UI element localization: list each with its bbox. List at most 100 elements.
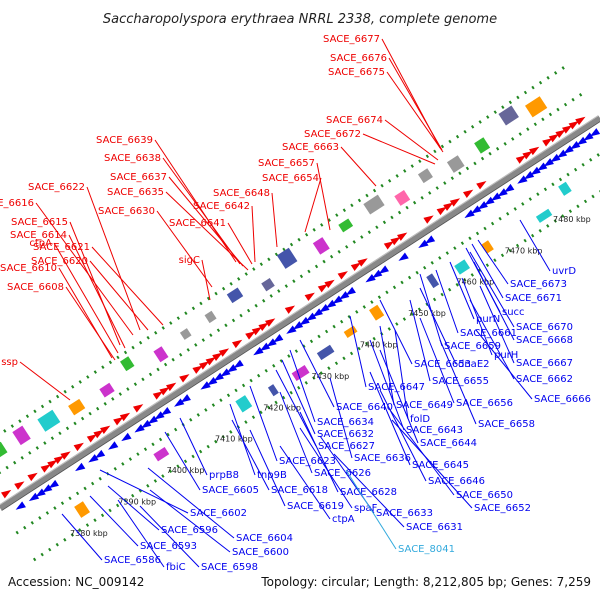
reverse-gene-label: SACE_6646	[379, 389, 485, 487]
svg-text:SACE_6600: SACE_6600	[232, 547, 289, 558]
forward-gene-arrow	[443, 202, 454, 211]
feature-block	[267, 384, 279, 397]
reverse-gene-label: SACE_6604	[147, 467, 293, 544]
reverse-gene-arrow	[339, 291, 350, 300]
forward-gene-arrow	[542, 138, 553, 147]
forward-gene-label: sigC	[179, 255, 211, 301]
reverse-gene-arrow	[523, 171, 535, 180]
feature-block	[0, 441, 8, 462]
svg-text:SACE_6638: SACE_6638	[104, 153, 161, 164]
reverse-gene-label: prpB8	[179, 417, 239, 481]
reverse-gene-arrow	[292, 321, 304, 330]
svg-text:SACE_6667: SACE_6667	[516, 358, 573, 369]
feature-block	[535, 208, 553, 223]
forward-gene-arrow	[218, 348, 230, 357]
feature-block	[261, 277, 275, 292]
reverse-gene-arrow	[589, 128, 600, 137]
forward-gene-label: SACE_6608	[7, 282, 116, 361]
kbp-tick-label: 7400 kbp	[167, 466, 205, 475]
feature-block	[558, 181, 572, 196]
forward-gene-label: SACE_6635	[107, 187, 249, 271]
reverse-gene-label: SACE_6605	[164, 431, 259, 496]
svg-text:SACE_6672: SACE_6672	[304, 129, 361, 140]
reverse-gene-label: SACE_6636	[329, 377, 411, 464]
feature-block	[74, 501, 91, 518]
svg-text:SACE_6630: SACE_6630	[98, 206, 155, 217]
feature-block	[99, 382, 115, 398]
svg-text:SACE_6642: SACE_6642	[193, 201, 250, 212]
forward-gene-label: SACE_6676	[330, 53, 443, 151]
feature-block	[120, 356, 135, 372]
forward-gene-arrow	[462, 189, 474, 199]
forward-gene-label: SACE_6674	[326, 115, 439, 161]
reverse-gene-label: SACE_6659	[419, 273, 501, 352]
feature-block	[153, 346, 169, 363]
forward-gene-arrow	[47, 459, 58, 469]
reverse-gene-arrow	[88, 454, 99, 463]
gene-labels: SACE_6677 SACE_6676 SACE_6675 SACE_6674 SACE…	[0, 34, 591, 573]
forward-gene-label: SACE_6675	[328, 67, 444, 153]
svg-text:SACE_6652: SACE_6652	[474, 503, 531, 514]
reverse-gene-label: SACE_6647	[349, 315, 425, 393]
forward-gene-arrow	[53, 455, 65, 464]
feature-block	[153, 446, 170, 462]
svg-text:SACE_6662: SACE_6662	[516, 374, 573, 385]
genome-backbone	[0, 115, 600, 511]
svg-text:prpB8: prpB8	[209, 470, 239, 481]
svg-text:SACE_6670: SACE_6670	[516, 322, 573, 333]
svg-text:SACE_6650: SACE_6650	[456, 490, 513, 501]
kbp-tick-label: 7440 kbp	[360, 340, 398, 349]
reverse-gene-arrow	[583, 132, 594, 141]
svg-text:SACE_6656: SACE_6656	[456, 398, 513, 409]
forward-gene-label: SACE_6672	[304, 129, 436, 165]
reverse-gene-label: SACE_6596	[107, 485, 218, 536]
svg-text:SACE_6636: SACE_6636	[354, 453, 411, 464]
reverse-gene-arrow	[147, 415, 158, 424]
svg-text:SACE_6635: SACE_6635	[107, 187, 164, 198]
reverse-gene-label: fbiC	[117, 499, 186, 573]
reverse-gene-label: SACE_6602	[99, 469, 247, 519]
svg-text:SACE_6671: SACE_6671	[505, 293, 562, 304]
svg-text:SACE_6602: SACE_6602	[190, 508, 247, 519]
reverse-gene-arrow	[154, 411, 165, 420]
svg-text:SACE_6605: SACE_6605	[202, 485, 259, 496]
forward-gene-label: SACE_6621	[33, 242, 164, 326]
forward-gene-label: SACE_6622	[28, 182, 141, 331]
forward-gene-arrow	[113, 416, 124, 426]
reverse-gene-label: SACE_6645	[369, 371, 469, 471]
reverse-gene-arrow	[517, 175, 528, 184]
svg-text:SACE_6639: SACE_6639	[96, 135, 153, 146]
reverse-gene-arrow	[266, 338, 277, 347]
svg-text:SACE_6644: SACE_6644	[420, 438, 477, 449]
feature-block	[226, 287, 244, 304]
svg-text:SACE_6668: SACE_6668	[516, 335, 573, 346]
reverse-gene-arrow	[108, 441, 119, 450]
forward-gene-label: SACE_6610	[0, 263, 113, 359]
kbp-tick-label: 7480 kbp	[553, 215, 591, 224]
forward-gene-arrow	[231, 339, 243, 349]
backbone-edge	[1, 120, 600, 511]
reverse-gene-arrow	[556, 149, 568, 158]
reverse-gene-label: dnaE2	[419, 287, 490, 370]
svg-text:SACE_6637: SACE_6637	[110, 172, 167, 183]
reverse-gene-label: SACE_6662	[469, 299, 573, 385]
svg-text:tnp9B: tnp9B	[257, 470, 287, 481]
backbone-edge	[0, 115, 599, 506]
gene-features	[0, 96, 600, 518]
reverse-gene-arrow	[306, 312, 317, 321]
forward-gene-arrow	[304, 292, 315, 301]
reverse-gene-label: SACE_6652	[391, 419, 531, 514]
svg-text:SACE_6666: SACE_6666	[534, 394, 591, 405]
reverse-gene-label: ctpA	[279, 445, 355, 525]
svg-text:SACE_6655: SACE_6655	[432, 376, 489, 387]
forward-gene-arrow	[27, 472, 38, 482]
reverse-gene-arrow	[312, 308, 323, 317]
reverse-gene-label: spaF	[299, 427, 378, 514]
reverse-gene-arrow	[490, 192, 502, 201]
forward-gene-arrow	[568, 120, 579, 130]
feature-block	[316, 344, 335, 361]
svg-text:SACE_6646: SACE_6646	[428, 476, 485, 487]
reverse-gene-arrow	[543, 158, 554, 167]
reverse-gene-arrow	[259, 342, 271, 352]
feature-block	[235, 395, 253, 413]
